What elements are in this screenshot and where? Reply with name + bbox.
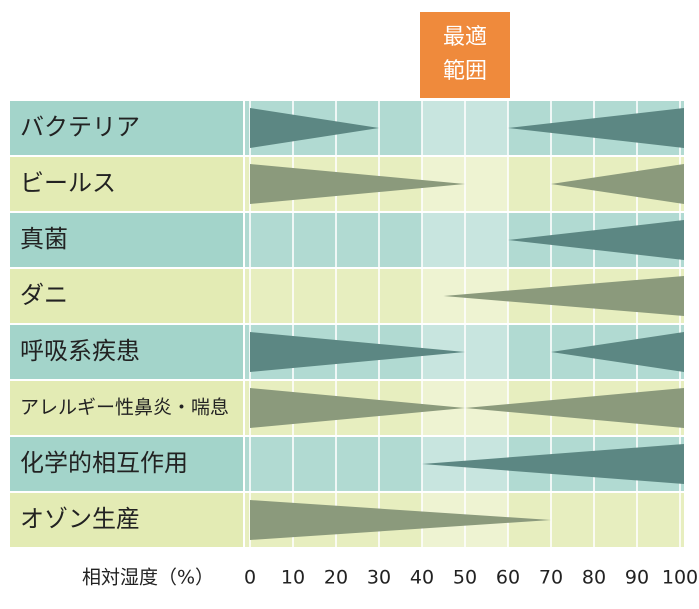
x-tick-label: 100 xyxy=(662,567,698,589)
row-label: ビールス xyxy=(20,169,116,197)
right-wedge xyxy=(508,108,684,148)
x-tick-label: 50 xyxy=(453,567,477,589)
optimal-label: 範囲 xyxy=(443,59,487,84)
row-label-bg xyxy=(10,101,243,155)
right-wedge xyxy=(551,332,684,372)
right-wedge xyxy=(508,220,684,260)
right-wedge xyxy=(465,388,684,428)
x-tick-label: 90 xyxy=(625,567,649,589)
row-label: 呼吸系疾患 xyxy=(20,337,140,365)
x-tick-label: 30 xyxy=(367,567,391,589)
left-wedge xyxy=(250,108,379,148)
right-wedge xyxy=(551,164,684,204)
x-tick-label: 80 xyxy=(582,567,606,589)
row-label-bg xyxy=(10,381,243,435)
row-label-bg xyxy=(10,325,243,379)
row-label: オゾン生産 xyxy=(20,505,140,533)
x-tick-label: 20 xyxy=(324,567,348,589)
right-wedge xyxy=(422,444,684,484)
left-wedge xyxy=(250,332,465,372)
row-label-bg xyxy=(10,213,243,267)
x-tick-label: 0 xyxy=(244,567,256,589)
row-label: アレルギー性鼻炎・喘息 xyxy=(20,397,229,419)
x-tick-label: 10 xyxy=(281,567,305,589)
row-label: 化学的相互作用 xyxy=(20,449,188,477)
left-wedge xyxy=(250,500,551,540)
left-wedge xyxy=(250,388,465,428)
row-label-bg xyxy=(10,493,243,547)
row-label-bg xyxy=(10,269,243,323)
x-tick-label: 40 xyxy=(410,567,434,589)
x-tick-label: 60 xyxy=(496,567,520,589)
x-axis-label: 相対湿度（%） xyxy=(82,567,214,589)
row-label: ダニ xyxy=(20,281,68,309)
x-tick-label: 70 xyxy=(539,567,563,589)
right-wedge xyxy=(443,276,684,316)
row-label-bg xyxy=(10,437,243,491)
row-label: 真菌 xyxy=(20,225,68,253)
optimal-label: 最適 xyxy=(443,25,487,50)
left-wedge xyxy=(250,164,465,204)
optimal-label-box xyxy=(420,12,510,98)
row-label: バクテリア xyxy=(20,113,140,141)
row-label-bg xyxy=(10,157,243,211)
